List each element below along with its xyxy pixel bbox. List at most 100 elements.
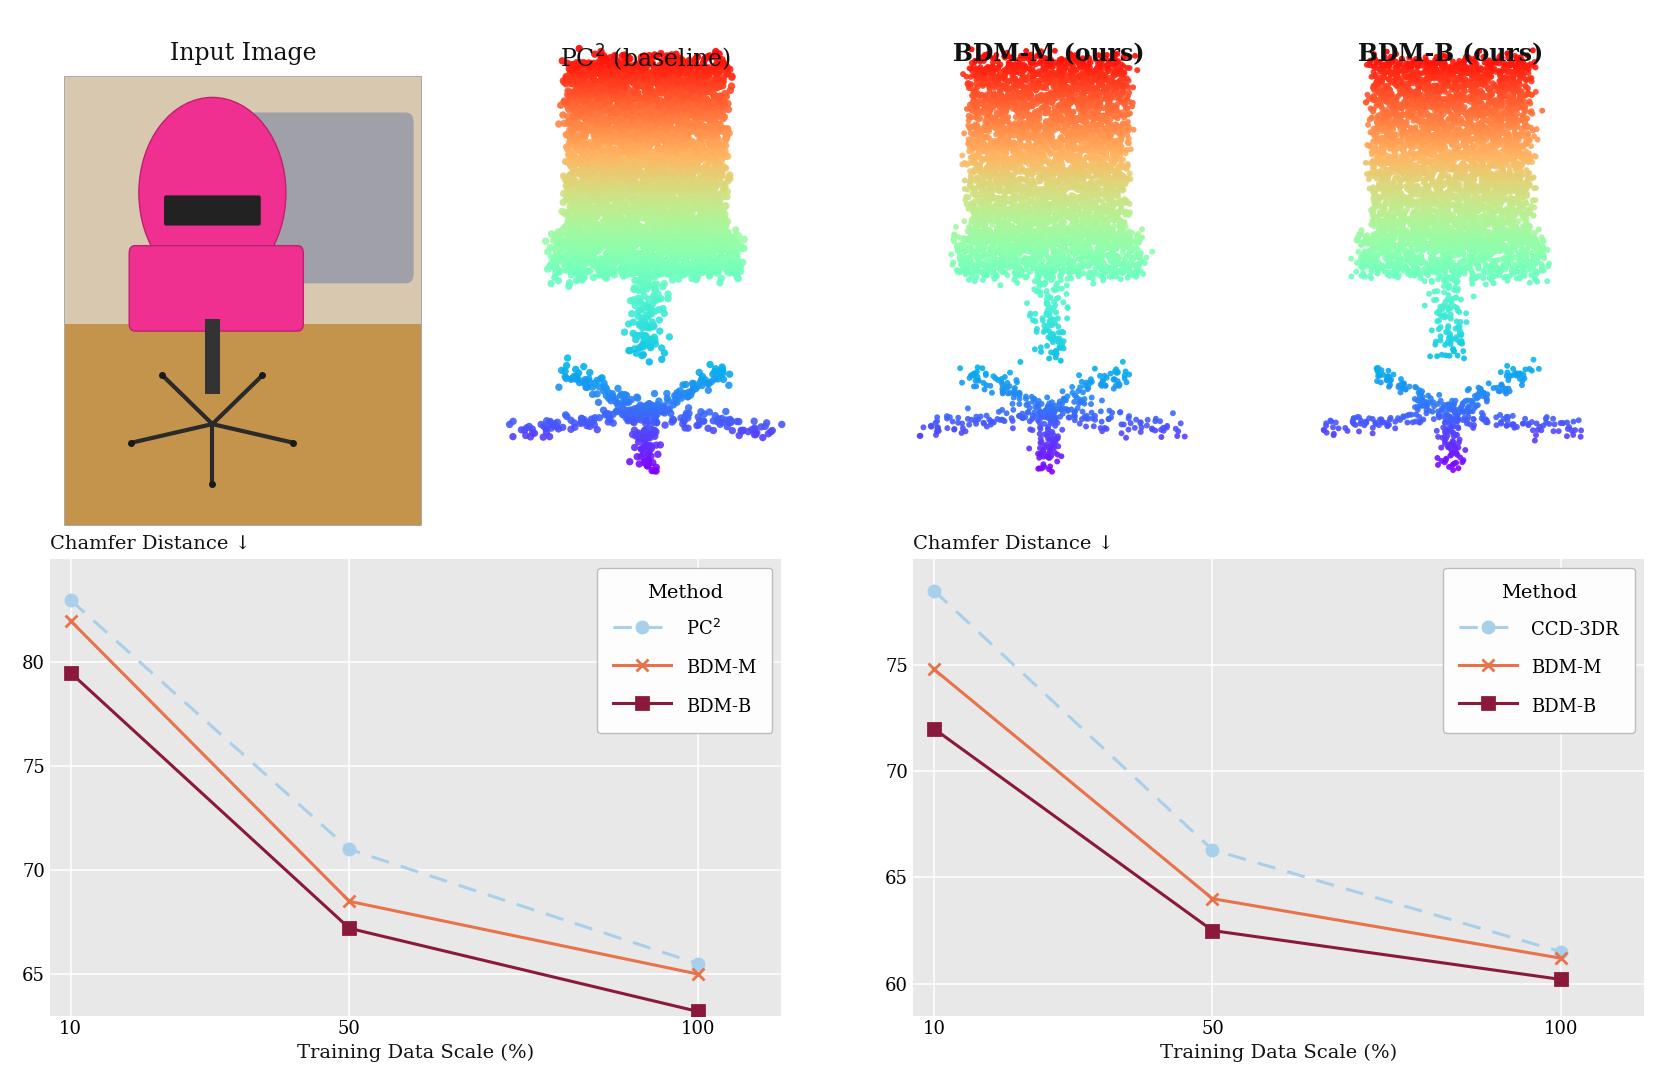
Point (957, 162, 983, 180)
Point (1080, 108, 1106, 125)
Point (1407, 224, 1433, 242)
Point (1375, 378, 1402, 396)
Point (1070, 136, 1096, 153)
Point (1100, 241, 1126, 258)
Point (1375, 108, 1402, 125)
Point (1503, 203, 1530, 220)
Point (1452, 409, 1478, 427)
Point (1022, 233, 1048, 250)
Point (1090, 156, 1116, 173)
Point (1404, 134, 1430, 151)
Point (686, 123, 713, 140)
Point (1420, 208, 1447, 226)
Point (982, 142, 1008, 159)
Point (978, 414, 1005, 431)
Point (1038, 311, 1065, 328)
Point (1046, 236, 1073, 253)
Point (1111, 239, 1138, 257)
Point (606, 176, 633, 193)
Point (1364, 249, 1390, 266)
Point (1065, 242, 1091, 259)
Point (1088, 185, 1115, 202)
Point (1450, 187, 1477, 204)
Point (1505, 187, 1531, 204)
Point (565, 257, 591, 274)
Point (633, 83, 659, 100)
Point (1043, 304, 1070, 321)
Point (1100, 221, 1126, 238)
Point (689, 98, 716, 115)
Point (1010, 107, 1036, 124)
Point (1492, 250, 1518, 267)
Point (671, 211, 698, 228)
Point (709, 77, 736, 94)
Point (1369, 129, 1395, 146)
Point (1385, 162, 1412, 180)
Point (694, 382, 721, 399)
Point (970, 87, 997, 104)
Point (693, 190, 719, 207)
Point (1430, 239, 1457, 257)
Point (1012, 138, 1038, 155)
Point (573, 139, 600, 156)
Point (977, 232, 1003, 249)
Point (1493, 357, 1520, 374)
Point (668, 409, 694, 427)
Point (1389, 191, 1415, 208)
Point (1437, 229, 1463, 246)
Point (591, 66, 618, 83)
Point (998, 227, 1025, 244)
Point (1521, 272, 1548, 289)
Point (1091, 264, 1118, 281)
Point (595, 154, 621, 171)
Point (953, 188, 980, 205)
Point (1088, 91, 1115, 108)
Point (600, 185, 626, 202)
Point (1020, 67, 1046, 84)
Point (1035, 99, 1061, 117)
Point (970, 414, 997, 431)
Point (593, 157, 620, 174)
Point (1457, 49, 1483, 66)
Point (1374, 78, 1400, 95)
Point (578, 414, 605, 431)
Point (591, 52, 618, 69)
Point (590, 87, 616, 104)
Point (1100, 242, 1126, 259)
Point (963, 169, 990, 186)
Point (1056, 94, 1083, 111)
Point (1033, 242, 1060, 259)
Point (590, 123, 616, 140)
Point (1500, 238, 1526, 255)
Point (1452, 181, 1478, 198)
Point (1425, 129, 1452, 146)
Point (706, 251, 733, 268)
Point (628, 440, 654, 458)
Point (1443, 199, 1470, 216)
Point (1477, 260, 1503, 277)
Point (1460, 93, 1487, 110)
Point (1438, 235, 1465, 252)
Point (1080, 409, 1106, 427)
Point (669, 241, 696, 258)
Point (1493, 259, 1520, 276)
Point (696, 95, 723, 112)
Point (1100, 371, 1126, 388)
Point (1031, 402, 1058, 419)
Point (1428, 215, 1455, 232)
Point (1053, 174, 1080, 191)
Point (1435, 111, 1462, 128)
X-axis label: Training Data Scale (%): Training Data Scale (%) (1159, 1044, 1397, 1063)
Point (671, 114, 698, 131)
Point (659, 89, 686, 106)
Point (1485, 170, 1512, 187)
Point (590, 232, 616, 249)
Point (1422, 150, 1448, 167)
Point (1435, 95, 1462, 112)
Point (1036, 125, 1063, 142)
Point (1463, 78, 1490, 95)
Point (1063, 200, 1090, 217)
Point (699, 174, 726, 191)
Point (611, 142, 638, 159)
Point (1073, 223, 1100, 241)
